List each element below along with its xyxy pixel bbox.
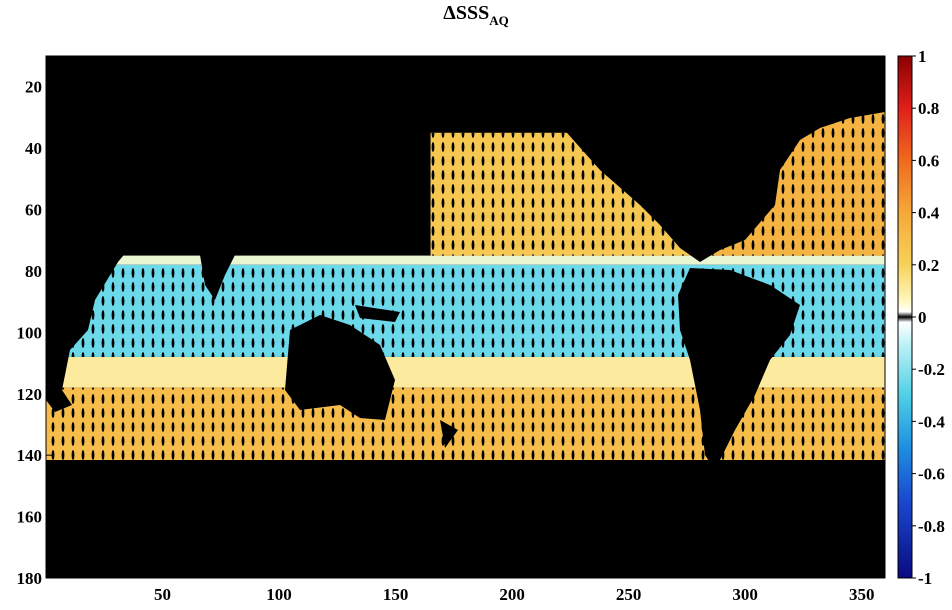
y-tick-label: 160 (17, 508, 43, 527)
y-tick-label: 80 (25, 262, 42, 281)
x-tick-label: 350 (849, 585, 875, 604)
land-new-guinea (355, 305, 400, 322)
y-tick-label: 60 (25, 201, 42, 220)
y-tick-label: 180 (17, 569, 43, 588)
y-axis: 20 40 60 80 100 120 140 160 180 (17, 78, 52, 588)
x-tick-label: 250 (616, 585, 642, 604)
y-tick-label: 140 (17, 446, 43, 465)
colorbar-axis: 1 0.8 0.6 0.4 0.2 0 -0.2 -0.4 -0.6 -0.8 -1 (912, 47, 945, 588)
colorbar-tick-label: 0 (918, 308, 927, 327)
land-indian-subcontinent (200, 255, 235, 300)
land-antarctica (46, 460, 885, 578)
colorbar-tick-label: -0.8 (918, 517, 945, 536)
land-north-america (500, 56, 885, 262)
chart-title: ΔSSSAQ (443, 2, 509, 28)
colorbar-tick-label: 1 (918, 47, 927, 66)
colorbar-tick-label: 0.4 (918, 204, 940, 223)
swath-gaps (46, 387, 885, 462)
y-tick-label: 20 (25, 78, 42, 97)
land-australia (285, 315, 395, 420)
x-tick-label: 50 (154, 585, 171, 604)
x-axis: 50 100 150 200 250 300 350 (154, 572, 874, 604)
y-tick-label: 40 (25, 139, 42, 158)
colorbar-tick-label: -1 (918, 569, 932, 588)
colorbar-tick-label: 0.2 (918, 256, 939, 275)
ocean-region (46, 255, 885, 265)
colorbar-tick-label: -0.4 (918, 412, 945, 431)
x-tick-label: 300 (732, 585, 758, 604)
colorbar-tick-label: 0.6 (918, 151, 939, 170)
x-tick-label: 200 (499, 585, 525, 604)
colorbar (897, 55, 913, 579)
colorbar-tick-label: -0.2 (918, 360, 945, 379)
y-tick-label: 120 (17, 385, 43, 404)
land-south-america (678, 268, 800, 470)
colorbar-tick-label: 0.8 (918, 99, 939, 118)
x-tick-label: 100 (266, 585, 292, 604)
land-masses (46, 56, 885, 578)
land-new-zealand (440, 420, 458, 448)
land-eurasia (115, 56, 420, 255)
x-tick-label: 150 (383, 585, 409, 604)
colorbar-tick-label: -0.6 (918, 465, 945, 484)
y-tick-label: 100 (17, 323, 43, 342)
plot-frame (45, 55, 886, 579)
